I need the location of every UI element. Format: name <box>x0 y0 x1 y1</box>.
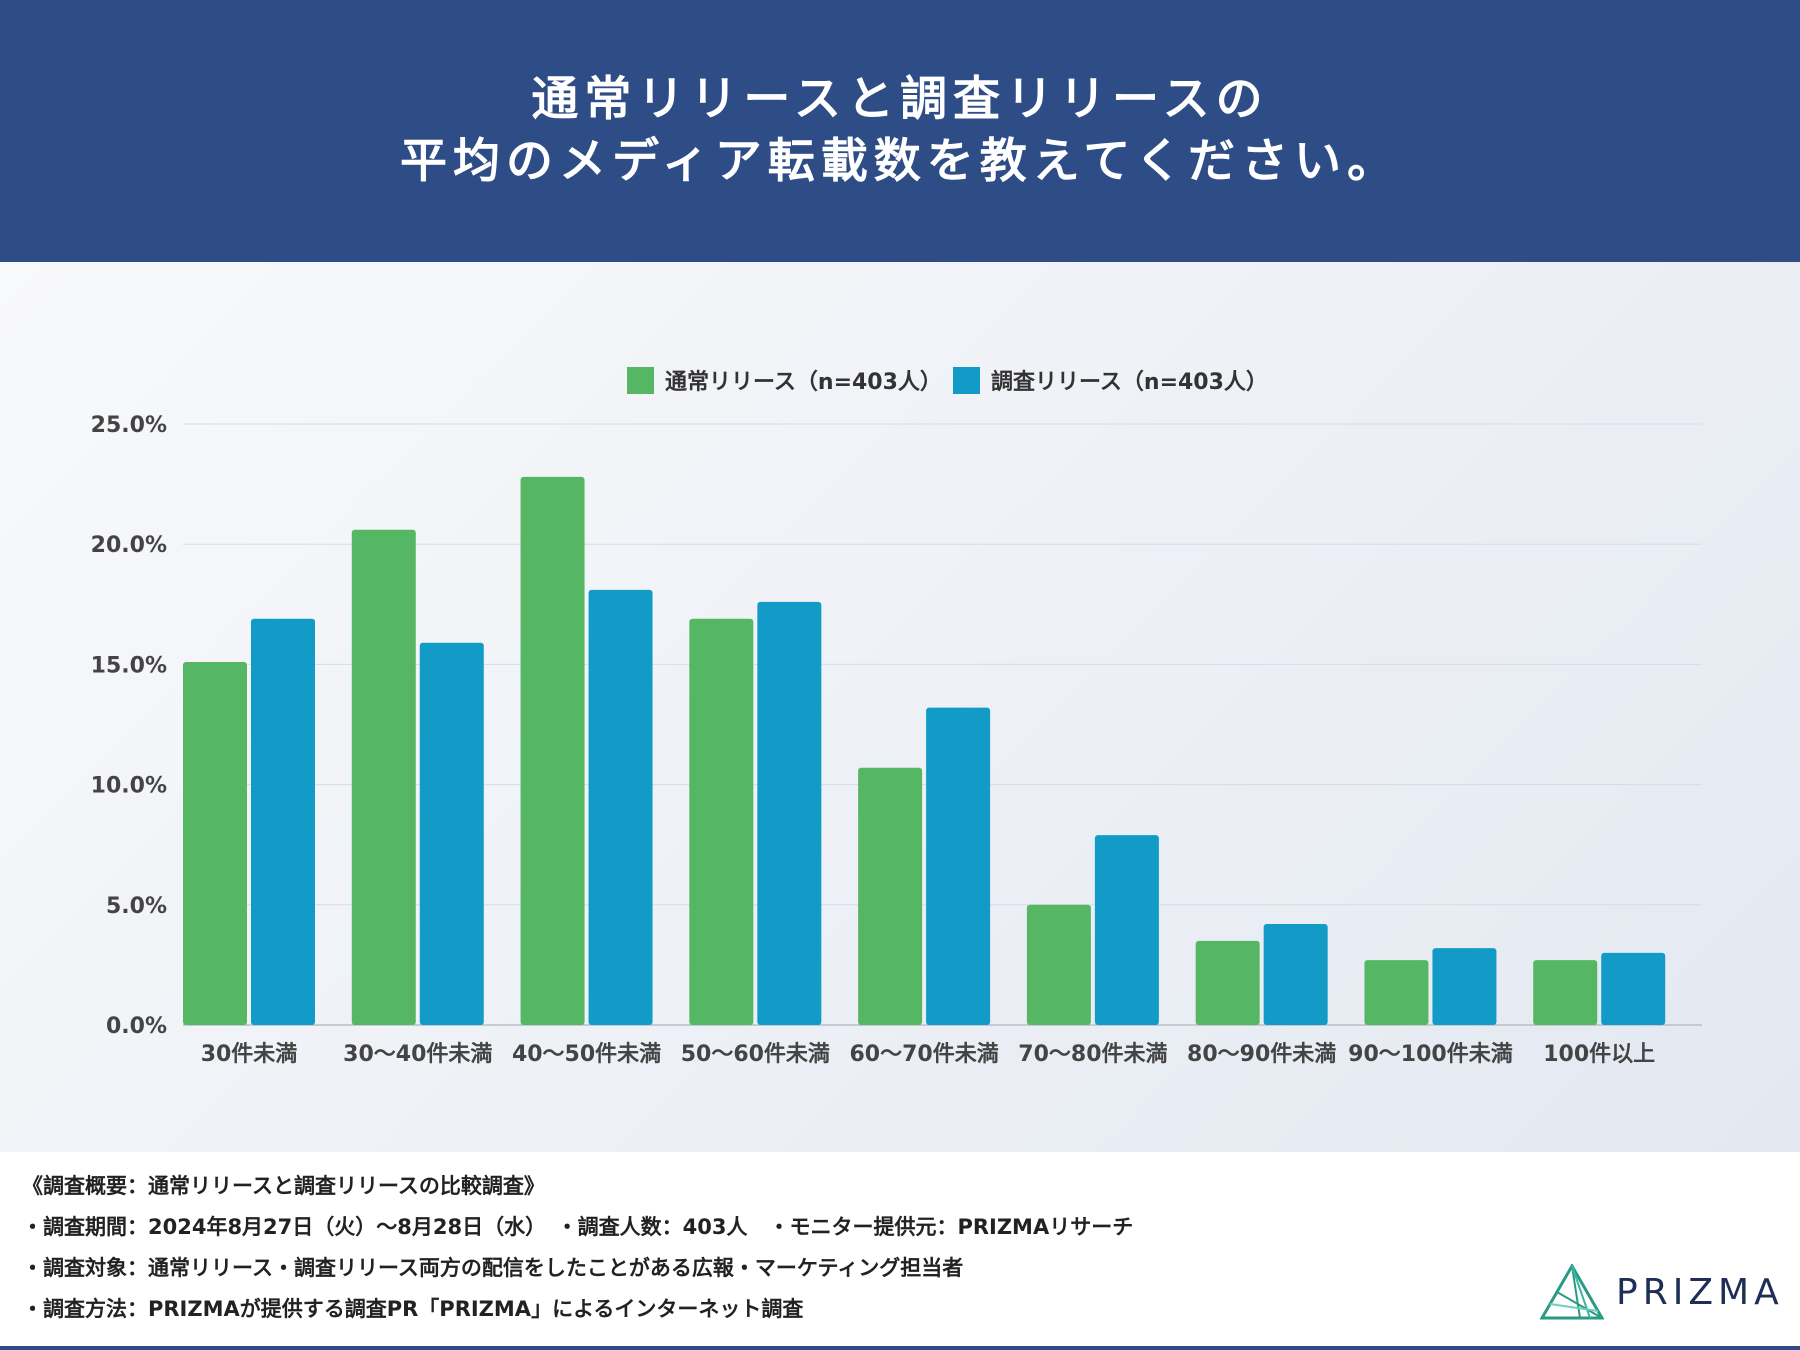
x-tick-label: 80〜90件未満 <box>1187 1041 1336 1067</box>
legend-label: 調査リリース（n=403人） <box>991 369 1268 395</box>
y-tick-label: 15.0% <box>91 653 167 678</box>
y-tick-label: 20.0% <box>91 533 167 558</box>
legend-swatch <box>953 367 980 394</box>
survey-note: ・調査期間：2024年8月27日（火）〜8月28日（水） ・調査人数：403人 … <box>22 1215 1134 1239</box>
title-line-2: 平均のメディア転載数を教えてください。 <box>400 134 1400 189</box>
x-tick-label: 60〜70件未満 <box>849 1041 998 1067</box>
bar-regular <box>1026 904 1091 1025</box>
bar-survey <box>251 618 315 1025</box>
x-tick-label: 70〜80件未満 <box>1018 1041 1167 1067</box>
bar-regular <box>1533 960 1598 1025</box>
survey-note: 《調査概要：通常リリースと調査リリースの比較調査》 <box>22 1174 545 1198</box>
footer: 《調査概要：通常リリースと調査リリースの比較調査》 ・調査期間：2024年8月2… <box>0 1152 1800 1350</box>
x-tick-label: 40〜50件未満 <box>512 1041 661 1067</box>
chart-area: 0.0% 5.0% 10.0% 15.0% 20.0% 25.0% 30件未満 30〜40件未… <box>0 262 1800 1152</box>
bar-regular <box>351 529 416 1025</box>
survey-note: ・調査方法：PRIZMAが提供する調査PR「PRIZMA」によるインターネット調… <box>22 1297 804 1321</box>
bar-survey <box>588 589 653 1025</box>
x-tick-label: 90〜100件未満 <box>1348 1041 1513 1067</box>
bar-chart: 0.0% 5.0% 10.0% 15.0% 20.0% 25.0% 30件未満 30〜40件未… <box>91 367 1702 1067</box>
y-tick-label: 0.0% <box>106 1014 167 1039</box>
survey-note: ・調査対象：通常リリース・調査リリース両方の配信をしたことがある広報・マーケティ… <box>22 1256 964 1280</box>
bar-survey <box>1432 948 1497 1025</box>
y-tick-label: 10.0% <box>91 774 167 799</box>
bar-survey <box>1094 835 1159 1025</box>
x-tick-label: 100件以上 <box>1543 1042 1655 1067</box>
bottom-rule <box>0 1346 1800 1350</box>
prizma-logo: PRIZMA <box>1540 1262 1784 1322</box>
title-line-1: 通常リリースと調査リリースの <box>531 72 1269 127</box>
bar-regular <box>1195 940 1260 1025</box>
bar-regular <box>183 661 247 1025</box>
legend-swatch <box>627 367 654 394</box>
bar-survey <box>1601 952 1666 1025</box>
legend-label: 通常リリース（n=403人） <box>665 369 942 395</box>
y-tick-label: 25.0% <box>91 413 167 438</box>
header-banner: 通常リリースと調査リリースの 平均のメディア転載数を教えてください。 <box>0 0 1800 262</box>
prizma-logo-icon <box>1540 1264 1604 1320</box>
bar-survey <box>757 601 822 1025</box>
bar-regular <box>689 618 754 1025</box>
x-tick-label: 30件未満 <box>201 1041 298 1067</box>
bar-regular <box>520 476 585 1025</box>
logo-text: PRIZMA <box>1616 1271 1784 1313</box>
x-tick-label: 30〜40件未満 <box>343 1041 492 1067</box>
x-tick-label: 50〜60件未満 <box>681 1041 830 1067</box>
bar-survey <box>1263 924 1328 1025</box>
survey-notes: 《調査概要：通常リリースと調査リリースの比較調査》 ・調査期間：2024年8月2… <box>22 1166 1133 1330</box>
bar-regular <box>858 767 923 1025</box>
y-tick-label: 5.0% <box>106 894 167 919</box>
bar-regular <box>1364 960 1429 1025</box>
bar-survey <box>419 642 484 1025</box>
bar-survey <box>926 707 991 1025</box>
